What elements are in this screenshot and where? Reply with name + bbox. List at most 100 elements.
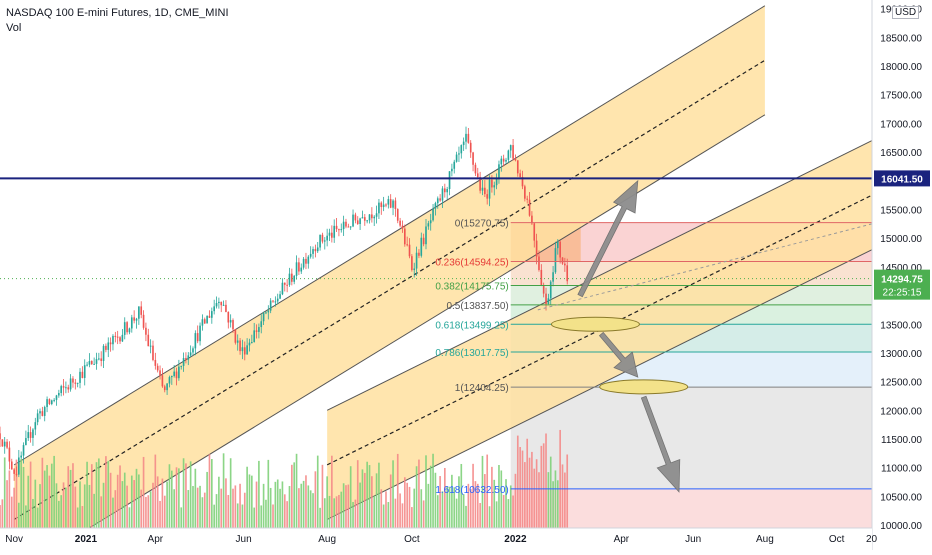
volume-bar [564,472,566,528]
candle-body [415,252,418,269]
volume-bar [394,498,397,528]
volume-bar [486,454,489,528]
candle-body [161,375,164,387]
candle-body [81,371,84,378]
time-tick-label: Oct [404,534,420,545]
volume-bar [180,507,183,528]
candle-body [375,213,378,217]
volume-bar [526,438,529,528]
resistance-price-label: 16041.50 [881,174,923,185]
volume-bar [58,500,60,528]
countdown-label: 22:25:15 [883,288,922,299]
volume-bar [460,463,463,528]
candle-body [135,318,138,321]
candle-body [138,306,140,319]
candle-body [323,240,326,242]
candle-body [107,342,110,350]
candle-body [403,228,406,245]
candle-body [293,275,296,282]
candle-body [265,312,267,314]
candle-body [114,335,117,337]
candle-body [36,413,39,423]
volume-bar [305,475,307,528]
volume-bar [293,462,296,528]
volume-bar [156,476,159,528]
volume-bar [491,466,493,528]
candle-body [333,225,336,238]
candle-body [422,237,425,245]
candle-body [354,214,357,221]
volume-bar [274,481,277,528]
price-tick-label: 13500.00 [880,320,922,331]
volume-bar [50,463,53,528]
volume-bar [361,469,364,528]
candle-body [547,298,550,305]
candle-body [406,244,408,246]
volume-bar [519,447,521,528]
volume-bar [488,506,491,528]
volume-bar [81,506,84,528]
candle-body [187,355,190,360]
candle-body [274,301,277,303]
candle-body [507,150,510,160]
volume-bar [201,497,204,528]
volume-bar [46,465,48,528]
candle-body [130,317,133,329]
volume-bar [267,459,270,528]
volume-bar [10,496,13,528]
time-tick-label: Aug [756,534,774,545]
candle-body [444,188,446,193]
candle-body [359,218,361,225]
fib-level-label: 0.382(14175.75) [435,281,508,292]
channel-fill [14,5,765,555]
volume-bar [109,472,112,528]
volume-bar [236,503,239,528]
candle-body [109,342,112,345]
time-tick-label: Aug [318,534,336,545]
candle-body [194,333,197,349]
candle-body [168,377,171,384]
volume-bar [467,483,470,528]
volume-bar [88,484,91,528]
volume-bar [385,491,387,528]
volume-bar [147,495,150,528]
volume-bar [43,470,46,528]
volume-bar [253,507,256,528]
volume-bar [206,471,208,528]
candle-body [50,400,53,405]
time-axis-bg [0,528,872,550]
candle-body [316,247,319,252]
volume-bar [314,471,317,528]
time-axis: Nov 2021 Apr Jun Aug Oct 2022 Apr Jun Aug Oct 20 [0,527,878,550]
candle-body [526,198,529,200]
candle-body [319,234,321,248]
volume-bar [291,464,293,528]
candle-body [196,333,199,342]
channel-upper-line [326,140,873,411]
candle-body [140,306,143,315]
volume-bar [514,473,517,528]
candle-body [206,315,208,324]
volume-label: Vol [6,22,22,34]
price-tick-label: 10000.00 [880,521,922,532]
volume-bar [561,464,564,528]
candle-body [331,232,333,238]
candle-body [55,395,58,400]
volume-bar [441,491,444,528]
candle-body [10,461,13,470]
volume-bar [444,467,446,528]
volume-bar [213,504,215,528]
volume-bar [528,457,531,528]
currency-label[interactable]: USD [892,6,920,19]
price-tick-label: 15000.00 [880,234,922,245]
candle-body [378,202,380,214]
candle-body [189,352,192,356]
volume-bar [331,455,333,528]
candle-body [302,258,305,268]
candle-body [203,319,206,324]
volume-bar [1,499,4,528]
volume-bar [20,458,23,528]
current-price-label: 14294.75 [881,275,923,286]
candle-body [538,256,540,270]
